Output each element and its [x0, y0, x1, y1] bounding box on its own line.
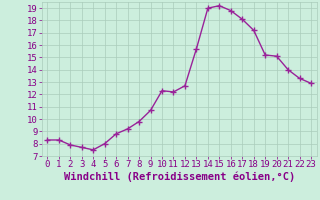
X-axis label: Windchill (Refroidissement éolien,°C): Windchill (Refroidissement éolien,°C) — [64, 172, 295, 182]
